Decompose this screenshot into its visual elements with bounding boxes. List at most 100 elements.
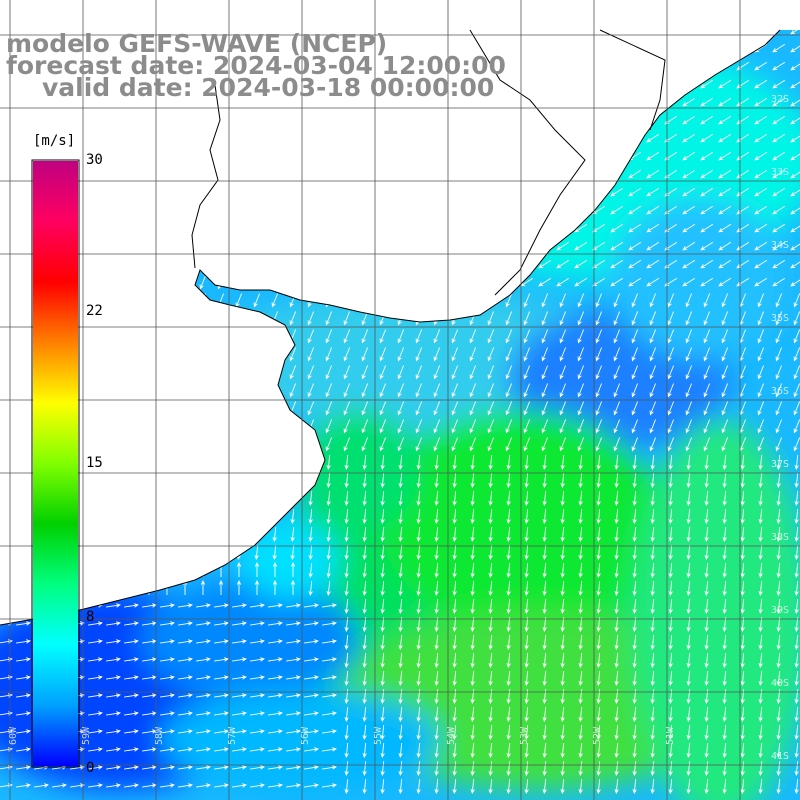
- wind-arrow: [232, 675, 247, 680]
- wind-arrow: [740, 724, 745, 741]
- wind-arrow: [721, 311, 729, 326]
- wind-arrow: [686, 652, 691, 669]
- lon-label: 60W: [8, 726, 19, 745]
- wind-arrow: [560, 454, 565, 471]
- wind-arrow: [236, 579, 242, 595]
- wind-arrow: [632, 544, 637, 561]
- wind-arrow: [776, 598, 781, 615]
- wind-arrow: [628, 187, 642, 197]
- wind-arrow: [416, 634, 421, 651]
- wind-arrow: [361, 419, 369, 434]
- wind-arrow: [344, 580, 349, 597]
- wind-arrow: [613, 329, 621, 344]
- wind-arrow: [433, 401, 441, 416]
- wind-arrow: [344, 688, 349, 705]
- wind-arrow: [794, 598, 799, 615]
- wind-arrow: [592, 205, 606, 215]
- wind-arrow: [758, 472, 763, 489]
- wind-arrow: [344, 706, 349, 723]
- wind-arrow: [578, 652, 583, 669]
- wind-arrow: [362, 724, 367, 741]
- wind-arrow: [470, 472, 475, 489]
- wind-arrow: [232, 765, 247, 770]
- wind-arrow: [250, 639, 265, 644]
- wind-arrow: [560, 652, 565, 669]
- wind-arrow: [452, 526, 457, 543]
- wind-arrow: [704, 598, 709, 615]
- wind-arrow: [776, 706, 781, 723]
- wind-arrow: [452, 562, 457, 579]
- wind-arrow: [668, 778, 673, 795]
- wind-arrow: [685, 437, 693, 452]
- wind-arrow: [613, 419, 621, 434]
- wind-arrow: [772, 97, 786, 107]
- lat-label: 34S: [771, 240, 790, 251]
- wind-arrow: [632, 508, 637, 525]
- wind-arrow: [523, 419, 531, 434]
- wind-arrow: [505, 419, 513, 434]
- wind-arrow: [794, 778, 799, 795]
- wind-arrow: [106, 621, 121, 626]
- wind-arrow: [703, 293, 711, 308]
- wind-arrow: [506, 526, 511, 543]
- wind-arrow: [722, 562, 727, 579]
- lon-label: 52W: [592, 726, 603, 745]
- wind-arrow: [307, 347, 315, 362]
- wind-arrow: [721, 293, 729, 308]
- wind-arrow: [632, 454, 637, 471]
- wind-arrow: [649, 311, 657, 326]
- wind-arrow: [416, 508, 421, 525]
- wind-arrow: [776, 778, 781, 795]
- wind-arrow: [290, 579, 296, 595]
- wind-arrow: [106, 729, 121, 734]
- wind-arrow: [397, 437, 405, 452]
- wind-arrow: [451, 329, 459, 344]
- wind-arrow: [433, 365, 441, 380]
- wind-arrow: [793, 347, 800, 362]
- wind-arrow: [290, 561, 296, 577]
- wind-arrow: [686, 544, 691, 561]
- wind-arrow: [254, 544, 259, 561]
- wind-arrow: [451, 401, 459, 416]
- wind-arrow: [250, 747, 265, 752]
- wind-arrow: [506, 706, 511, 723]
- wind-arrow: [124, 711, 139, 716]
- wind-arrow: [362, 598, 367, 615]
- wind-arrow: [380, 472, 385, 489]
- wind-arrow: [794, 580, 799, 597]
- wind-arrow: [415, 401, 423, 416]
- wind-arrow: [704, 706, 709, 723]
- wind-arrow: [722, 706, 727, 723]
- wind-arrow: [794, 490, 799, 507]
- wind-arrow: [362, 634, 367, 651]
- wind-arrow: [106, 765, 121, 770]
- wind-arrow: [704, 544, 709, 561]
- wind-arrow: [794, 742, 799, 759]
- wind-arrow: [794, 544, 799, 561]
- wind-arrow: [556, 241, 570, 251]
- wind-arrow: [325, 365, 333, 380]
- wind-arrow: [613, 437, 621, 452]
- wind-arrow: [718, 223, 732, 233]
- wind-arrow: [758, 634, 763, 651]
- wind-arrow: [434, 778, 439, 795]
- wind-arrow: [650, 724, 655, 741]
- wind-arrow: [646, 223, 660, 233]
- wind-arrow: [776, 670, 781, 687]
- lat-label: 37S: [771, 459, 790, 470]
- wind-arrow: [343, 437, 351, 452]
- wind-arrow: [685, 329, 693, 344]
- wind-arrow: [628, 277, 642, 287]
- wind-arrow: [754, 151, 768, 161]
- wind-arrow: [794, 706, 799, 723]
- wind-arrow: [578, 562, 583, 579]
- wind-arrow: [434, 670, 439, 687]
- wind-arrow: [236, 561, 242, 577]
- wind-arrow: [700, 133, 714, 143]
- wind-arrow: [232, 783, 247, 788]
- wind-arrow: [632, 634, 637, 651]
- wind-arrow: [434, 580, 439, 597]
- wind-arrow: [794, 670, 799, 687]
- wind-arrow: [416, 544, 421, 561]
- wind-arrow: [380, 742, 385, 759]
